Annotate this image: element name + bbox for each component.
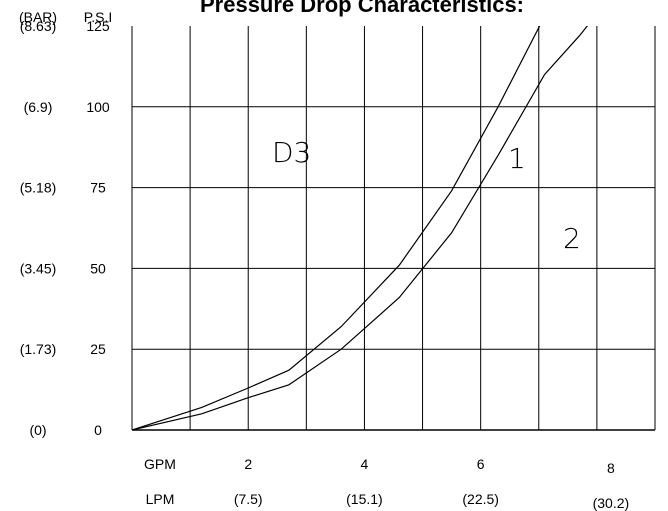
y-tick-psi: 100 bbox=[86, 99, 110, 115]
y-tick-bar: (5.18) bbox=[20, 180, 57, 196]
x-axis-lpm-label: LPM bbox=[146, 491, 175, 507]
x-axis-gpm-label: GPM bbox=[144, 456, 176, 472]
series-line-1 bbox=[132, 26, 541, 430]
y-tick-bar: (6.9) bbox=[24, 99, 53, 115]
y-axis-psi-unit: P.S.I bbox=[84, 9, 113, 25]
x-tick-gpm: 4 bbox=[361, 456, 369, 472]
x-tick-gpm: 8 bbox=[607, 460, 615, 476]
y-tick-bar: (0) bbox=[29, 422, 46, 438]
series-label-2: 2 bbox=[563, 222, 581, 255]
x-tick-lpm: (15.1) bbox=[346, 491, 383, 507]
y-axis-bar-unit: (BAR) bbox=[19, 9, 57, 25]
y-tick-psi: 0 bbox=[94, 422, 102, 438]
y-tick-psi: 50 bbox=[90, 260, 106, 276]
x-tick-lpm: (7.5) bbox=[234, 491, 263, 507]
chart-annotation: D3 bbox=[272, 136, 311, 169]
y-ticks: 125 (8.63) 100 (6.9) 75 (5.18) 50 (3.45) 25 (1.73… bbox=[20, 18, 110, 438]
x-tick-lpm: (22.5) bbox=[462, 491, 499, 507]
y-tick-psi: 75 bbox=[90, 180, 106, 196]
series-lines: 12 bbox=[132, 26, 589, 430]
series-line-2 bbox=[132, 26, 589, 430]
y-tick-bar: (8.63) bbox=[20, 18, 57, 34]
x-tick-lpm: (30.2) bbox=[593, 495, 630, 511]
x-ticks: 2 (7.5) 4 (15.1) 6 (22.5) 8 (30.2) bbox=[234, 456, 629, 511]
y-tick-psi: 125 bbox=[86, 18, 110, 34]
chart-title: Pressure Drop Characteristics: bbox=[200, 0, 524, 17]
series-label-1: 1 bbox=[508, 142, 526, 175]
x-tick-gpm: 2 bbox=[244, 456, 252, 472]
y-tick-psi: 25 bbox=[90, 341, 106, 357]
x-tick-gpm: 6 bbox=[477, 456, 485, 472]
y-tick-bar: (3.45) bbox=[20, 260, 57, 276]
y-tick-bar: (1.73) bbox=[20, 341, 57, 357]
grid bbox=[131, 26, 656, 431]
